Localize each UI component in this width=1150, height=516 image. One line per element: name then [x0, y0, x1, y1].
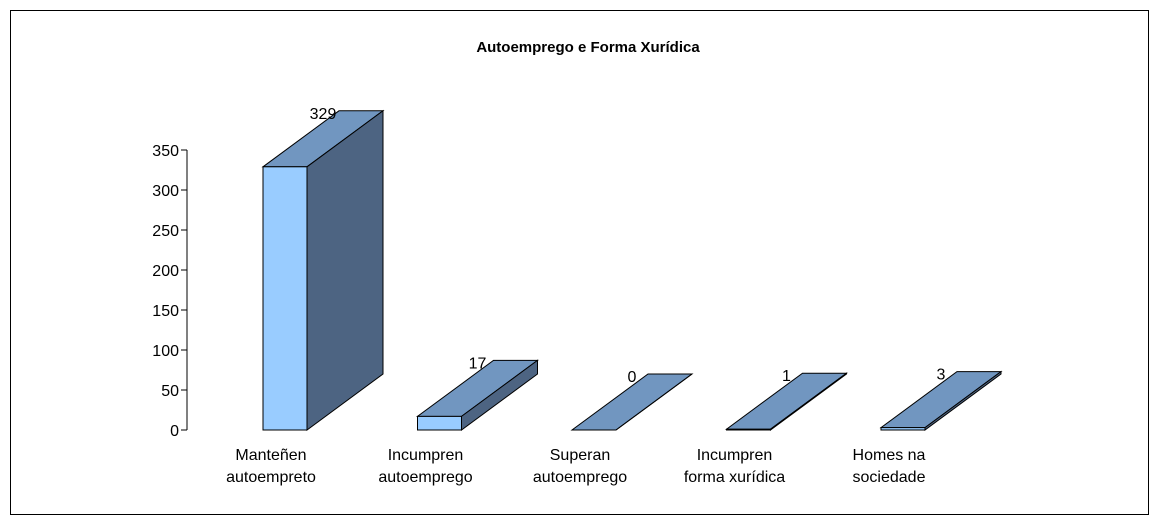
x-tick-label: Incumpren autoemprego — [378, 447, 472, 486]
y-tick-label: 100 — [152, 343, 179, 360]
bar-front — [880, 427, 926, 431]
value-label: 17 — [469, 355, 487, 372]
value-label: 1 — [782, 368, 791, 385]
y-tick-label: 200 — [152, 263, 179, 280]
y-tick-label: 150 — [152, 303, 179, 320]
value-label: 0 — [628, 369, 637, 386]
y-tick-label: 250 — [152, 223, 179, 240]
bar — [879, 370, 1003, 431]
x-tick-label: Superan autoemprego — [533, 447, 627, 486]
x-tick-label: Manteñen autoempreto — [226, 447, 316, 486]
bar-side — [306, 109, 384, 431]
x-tick-label: Homes na sociedade — [853, 447, 926, 486]
value-label: 329 — [310, 106, 337, 123]
bar — [415, 359, 540, 431]
y-tick-label: 0 — [170, 423, 179, 440]
bar — [261, 109, 385, 431]
chart-title: Autoemprego e Forma Xurídica — [476, 39, 700, 56]
bar-front — [726, 428, 771, 431]
y-tick-label: 350 — [152, 143, 179, 160]
bar-front — [262, 166, 308, 431]
bar-front — [417, 415, 462, 431]
bar-side — [615, 373, 693, 431]
chart-frame — [10, 10, 1149, 515]
y-tick-label: 50 — [161, 383, 179, 400]
y-tick-label: 300 — [152, 183, 179, 200]
value-label: 3 — [937, 367, 946, 384]
bar — [570, 373, 694, 431]
x-tick-label: Incumpren forma xurídica — [684, 447, 785, 486]
bar — [724, 372, 849, 431]
